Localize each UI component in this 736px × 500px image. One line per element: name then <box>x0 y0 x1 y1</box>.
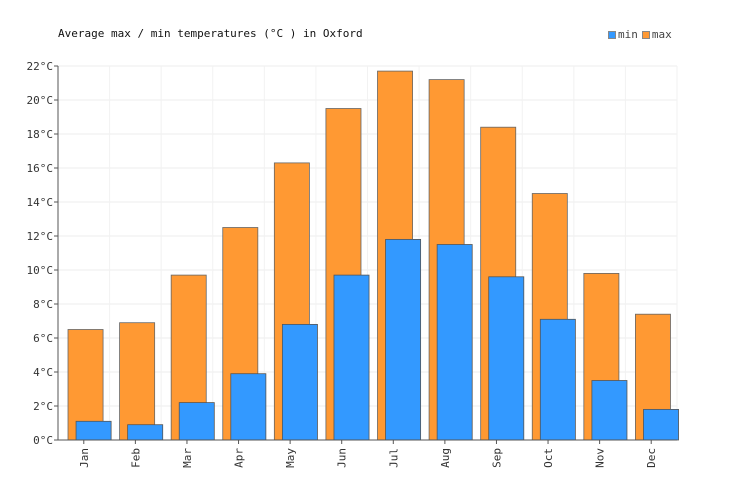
y-tick-label: 20°C <box>27 94 54 107</box>
bar-max-feb <box>119 322 156 441</box>
bar-min-oct <box>539 318 576 441</box>
bar-min-mar <box>178 402 215 441</box>
y-tick-label: 10°C <box>27 264 54 277</box>
x-tick-label: Mar <box>181 448 194 468</box>
bar-min-may <box>281 323 318 441</box>
y-tick-label: 22°C <box>27 60 54 73</box>
x-tick-label: Jan <box>78 448 91 468</box>
chart-title: Average max / min temperatures (°C ) in … <box>58 27 363 40</box>
bar-min-dec <box>643 408 679 441</box>
y-tick-label: 8°C <box>33 298 53 311</box>
y-tick-label: 18°C <box>27 128 54 141</box>
legend-item-max: max <box>641 28 672 41</box>
bar-min-jun <box>333 274 370 441</box>
legend-swatch-min <box>608 30 616 39</box>
y-tick-label: 12°C <box>27 230 54 243</box>
x-tick-label: Aug <box>439 448 452 468</box>
bar-min-apr <box>230 373 267 441</box>
x-tick-label: Dec <box>645 448 658 468</box>
y-tick-label: 16°C <box>27 162 54 175</box>
y-tick-label: 4°C <box>33 366 53 379</box>
x-tick-label: Sep <box>490 448 503 468</box>
x-tick-label: Oct <box>542 448 555 468</box>
legend-item-min: min <box>608 28 638 41</box>
x-tick-label: Jul <box>387 448 400 468</box>
y-tick-label: 0°C <box>33 434 53 447</box>
legend-swatch-max <box>641 30 650 39</box>
y-tick-label: 14°C <box>27 196 54 209</box>
y-tick-label: 2°C <box>33 400 53 413</box>
legend-label-min: min <box>618 28 638 41</box>
bar-min-sep <box>488 276 525 441</box>
x-tick-label: Nov <box>594 448 607 468</box>
x-tick-label: Jun <box>336 448 349 468</box>
bar-min-jul <box>385 238 422 441</box>
x-tick-label: Apr <box>233 448 246 468</box>
x-tick-label: Feb <box>129 448 142 468</box>
x-tick-label: May <box>284 448 297 468</box>
bar-min-aug <box>436 244 473 441</box>
bar-min-feb <box>127 424 164 441</box>
y-tick-label: 6°C <box>33 332 53 345</box>
legend: min max <box>608 28 676 41</box>
legend-label-max: max <box>651 28 672 41</box>
bar-min-nov <box>591 380 628 441</box>
bar-min-jan <box>75 420 112 441</box>
